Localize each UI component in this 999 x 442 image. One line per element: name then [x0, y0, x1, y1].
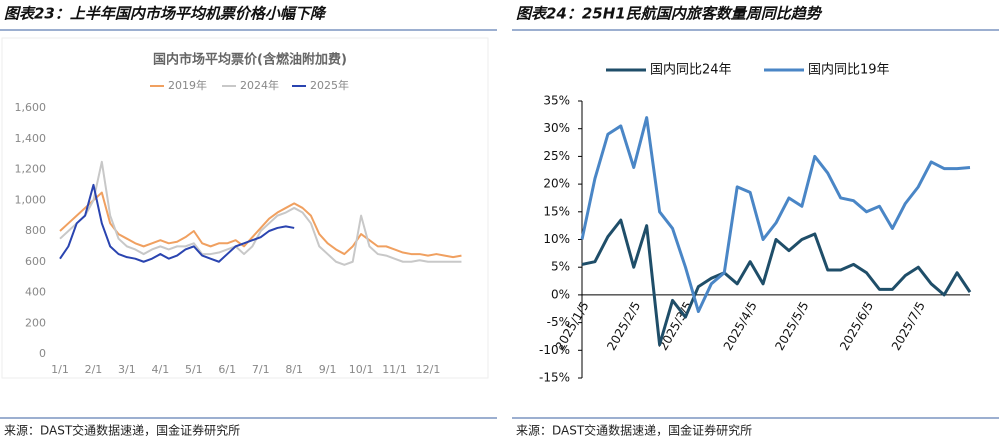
inner-frame [1, 37, 489, 379]
y-tick-label: 1,000 [15, 193, 47, 206]
legend-label: 2024年 [240, 78, 279, 92]
legend-label: 国内同比19年 [808, 62, 890, 78]
line [59, 191, 462, 259]
line [59, 183, 295, 263]
heading: 图表23：上半年国内市场平均机票价格小幅下降 [4, 5, 327, 23]
y-tick-label: 0% [551, 287, 570, 301]
y-tick-label: 600 [25, 255, 46, 268]
line [580, 116, 971, 314]
y-tick-label: 15% [543, 204, 570, 218]
y-tick-label: -5% [547, 315, 570, 329]
y-tick-label: -10% [539, 343, 570, 357]
chart-title: 国内市场平均票价(含燃油附加费) [153, 52, 347, 68]
x-tick-label: 7/1 [252, 363, 270, 376]
legend-label: 2019年 [168, 78, 207, 92]
y-tick-label: 1,200 [15, 163, 47, 176]
line [59, 160, 462, 266]
x-tick-label: 1/1 [51, 363, 69, 376]
y-tick-label: 400 [25, 286, 46, 299]
source: 来源：DAST交通数据速递，国金证券研究所 [516, 423, 752, 438]
x-tick-label: 12/1 [416, 363, 441, 376]
y-tick-label: 25% [543, 149, 570, 163]
legend-label: 国内同比24年 [650, 62, 732, 78]
source: 来源：DAST交通数据速递，国金证券研究所 [4, 423, 240, 438]
x-tick-label: 10/1 [349, 363, 374, 376]
y-tick-label: 35% [543, 94, 570, 108]
y-tick-label: 20% [543, 177, 570, 191]
y-tick-label: 30% [543, 121, 570, 135]
y-tick-label: 1,400 [15, 132, 47, 145]
y-tick-label: 1,600 [15, 101, 47, 114]
y-tick-label: 200 [25, 316, 46, 329]
legend-label: 2025年 [310, 78, 349, 92]
x-tick-label: 5/1 [185, 363, 203, 376]
x-tick-label: 4/1 [152, 363, 170, 376]
y-tick-label: -15% [539, 371, 570, 385]
y-tick-label: 10% [543, 232, 570, 246]
line [581, 218, 972, 347]
x-tick-label: 11/1 [382, 363, 407, 376]
y-tick-label: 5% [551, 260, 570, 274]
x-tick-label: 2/1 [85, 363, 103, 376]
y-tick-label: 0 [39, 347, 46, 360]
x-tick-label: 9/1 [319, 363, 337, 376]
x-tick-label: 6/1 [218, 363, 236, 376]
y-tick-label: 800 [25, 224, 46, 237]
x-tick-label: 3/1 [118, 363, 136, 376]
heading: 图表24：25H1民航国内旅客数量周同比趋势 [516, 5, 823, 23]
x-tick-label: 8/1 [285, 363, 303, 376]
